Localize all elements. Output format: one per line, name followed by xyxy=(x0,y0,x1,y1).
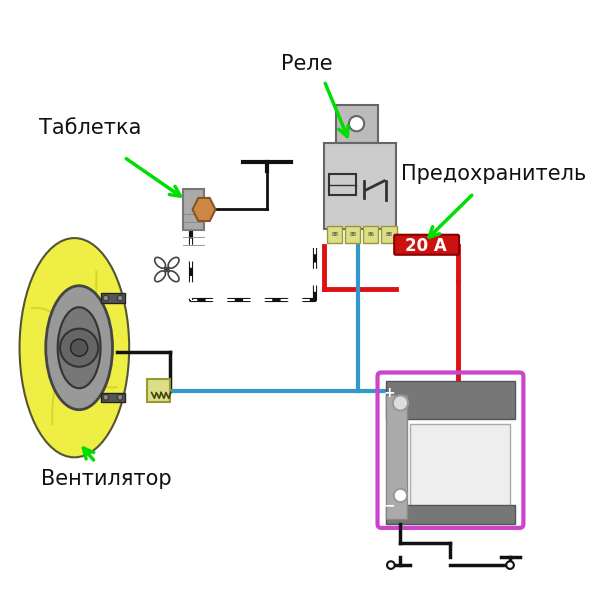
Circle shape xyxy=(387,561,395,569)
Text: 20 А: 20 А xyxy=(405,237,447,255)
Bar xyxy=(410,424,510,520)
Text: +: + xyxy=(383,386,395,400)
Circle shape xyxy=(349,116,364,131)
Text: Таблетка: Таблетка xyxy=(40,119,142,138)
Ellipse shape xyxy=(58,307,101,388)
Circle shape xyxy=(506,561,514,569)
Circle shape xyxy=(394,489,407,502)
Text: −: − xyxy=(383,498,395,512)
Text: 86: 86 xyxy=(367,232,374,237)
Circle shape xyxy=(103,394,109,400)
Text: Реле: Реле xyxy=(281,54,333,73)
Bar xyxy=(386,396,407,520)
Bar xyxy=(183,188,204,231)
Bar xyxy=(345,226,361,243)
Circle shape xyxy=(71,339,88,356)
Circle shape xyxy=(103,295,109,301)
Circle shape xyxy=(117,295,123,301)
Text: Предохранитель: Предохранитель xyxy=(401,164,586,184)
Circle shape xyxy=(393,396,408,411)
Bar xyxy=(101,293,125,303)
Text: 88: 88 xyxy=(331,232,338,237)
Bar xyxy=(382,226,397,243)
Bar xyxy=(386,381,515,419)
FancyBboxPatch shape xyxy=(394,235,459,255)
Bar xyxy=(335,105,379,143)
Bar xyxy=(101,393,125,402)
Text: 88: 88 xyxy=(385,232,392,237)
Ellipse shape xyxy=(46,286,112,410)
Ellipse shape xyxy=(20,238,129,458)
Circle shape xyxy=(164,267,170,272)
Text: 88: 88 xyxy=(349,232,356,237)
Bar xyxy=(329,174,356,195)
Bar xyxy=(327,226,342,243)
Text: Вентилятор: Вентилятор xyxy=(41,470,172,489)
Bar xyxy=(147,379,170,402)
Bar xyxy=(386,505,515,524)
Circle shape xyxy=(60,329,98,367)
Bar xyxy=(324,143,395,229)
Circle shape xyxy=(117,394,123,400)
Bar xyxy=(363,226,379,243)
Polygon shape xyxy=(193,198,215,221)
